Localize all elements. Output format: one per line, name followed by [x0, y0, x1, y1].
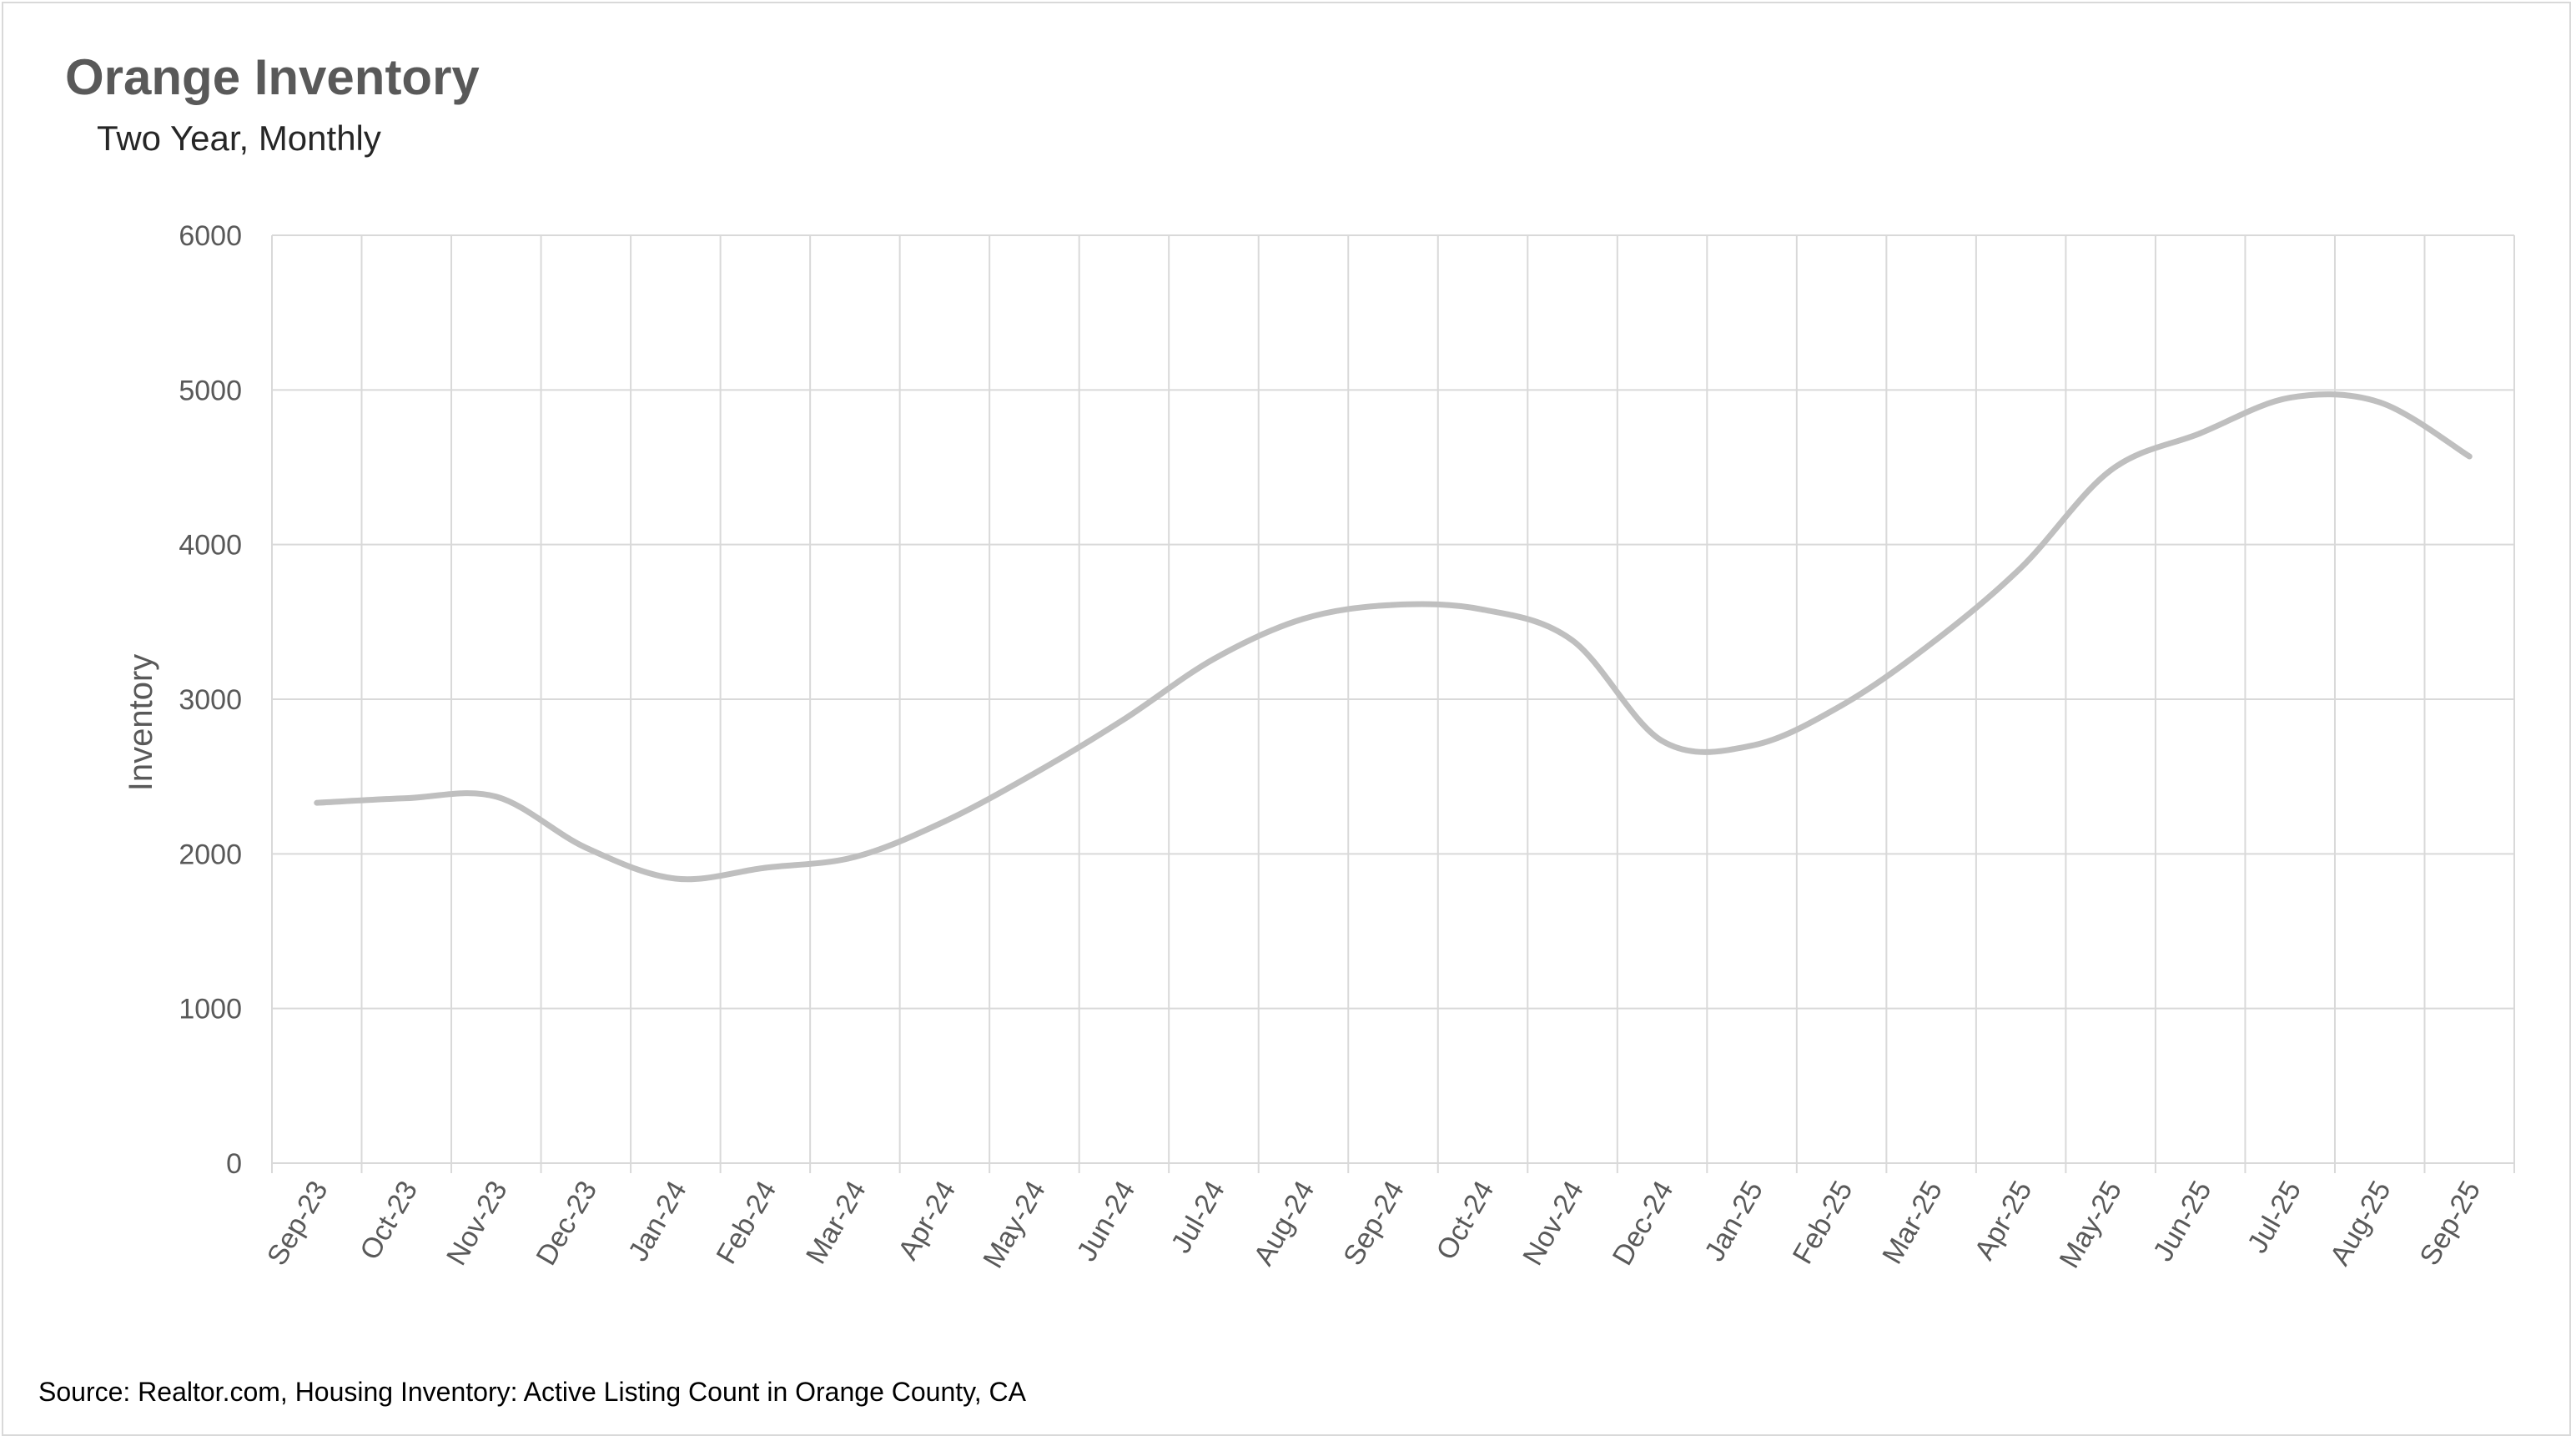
y-axis-ticks: 0 1000 2000 3000 4000 5000 6000: [179, 220, 242, 1180]
series-layer: [314, 391, 2473, 883]
x-tick-label: Sep-23: [261, 1176, 335, 1271]
data-point: [1481, 607, 1486, 612]
x-tick-label: Apr-25: [1969, 1176, 2039, 1265]
y-tick-label: 2000: [179, 839, 242, 870]
x-tick-label: Aug-24: [1248, 1176, 1321, 1271]
x-tick-label: Apr-24: [892, 1176, 962, 1265]
x-tick-label: Nov-23: [440, 1176, 514, 1271]
data-point: [1570, 638, 1575, 643]
x-tick-label: Dec-24: [1607, 1176, 1680, 1271]
x-tick-label: Oct-23: [354, 1176, 424, 1265]
x-tick-label: Jan-24: [622, 1176, 693, 1267]
data-point: [942, 819, 947, 824]
data-point: [2019, 565, 2024, 570]
x-tick-label: Sep-24: [1337, 1176, 1411, 1271]
x-axis-ticks: Sep-23 Oct-23 Nov-23 Dec-23 Jan-24 Feb-24 Mar-…: [261, 1176, 2487, 1273]
data-point: [2377, 400, 2382, 405]
data-point: [1749, 743, 1754, 748]
data-point: [2467, 454, 2472, 459]
x-tick-label: May-24: [977, 1176, 1052, 1273]
y-tick-label: 0: [226, 1148, 242, 1180]
source-note: Source: Realtor.com, Housing Inventory: …: [38, 1377, 1026, 1407]
series-line: [314, 391, 2473, 883]
y-tick-label: 3000: [179, 684, 242, 716]
data-point: [2287, 396, 2292, 401]
x-tick-label: Jan-25: [1698, 1176, 1769, 1267]
y-tick-label: 5000: [179, 375, 242, 406]
x-tick-label: Mar-25: [1876, 1176, 1949, 1269]
data-point: [1391, 602, 1396, 607]
x-tick-label: Dec-23: [531, 1176, 604, 1271]
data-point: [404, 796, 409, 801]
y-tick-label: 6000: [179, 220, 242, 252]
data-point: [314, 800, 319, 805]
x-tick-label: Jul-24: [1165, 1176, 1231, 1258]
x-tick-label: Mar-24: [800, 1176, 873, 1269]
data-point: [583, 845, 588, 850]
data-point: [1032, 771, 1037, 776]
x-tick-label: Jun-24: [1070, 1176, 1141, 1267]
data-point: [673, 876, 678, 881]
x-tick-label: Feb-25: [1787, 1176, 1859, 1269]
data-point: [2198, 431, 2203, 436]
x-tick-label: Jul-25: [2241, 1176, 2307, 1258]
data-point: [1211, 657, 1216, 662]
x-tick-label: May-25: [2053, 1176, 2128, 1273]
x-tick-label: Aug-25: [2324, 1176, 2397, 1271]
x-tick-label: Jun-25: [2147, 1176, 2218, 1267]
y-axis-label: Inventory: [123, 654, 159, 792]
grid-lines: [271, 234, 2515, 1173]
x-tick-label: Nov-24: [1517, 1176, 1590, 1271]
data-point: [853, 854, 858, 859]
y-tick-label: 4000: [179, 530, 242, 562]
data-point: [1660, 738, 1665, 743]
y-tick-label: 1000: [179, 994, 242, 1025]
chart-title: Orange Inventory: [65, 49, 480, 105]
data-point: [494, 794, 499, 799]
data-point: [1301, 617, 1306, 622]
x-tick-label: Oct-24: [1431, 1176, 1501, 1265]
data-point: [2108, 468, 2113, 473]
x-tick-label: Sep-25: [2413, 1176, 2487, 1271]
data-point: [762, 865, 767, 870]
x-tick-label: Feb-24: [711, 1176, 783, 1269]
data-point: [1839, 703, 1844, 708]
chart-subtitle: Two Year, Monthly: [97, 118, 381, 158]
data-point: [1121, 717, 1126, 722]
data-point: [1929, 641, 1934, 646]
